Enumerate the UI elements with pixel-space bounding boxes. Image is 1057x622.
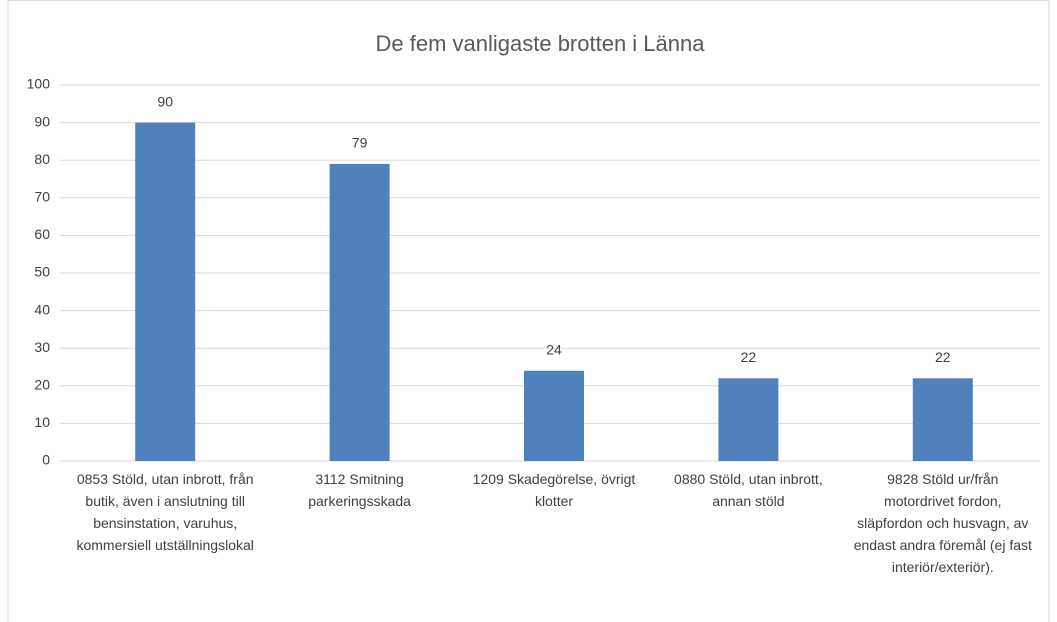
y-tick-label: 70 <box>34 189 50 205</box>
value-label: 79 <box>352 135 368 151</box>
x-tick-label: 0880 Stöld, utan inbrott, annan stöld <box>674 471 823 509</box>
value-label: 24 <box>546 341 562 357</box>
bar <box>135 122 196 461</box>
y-tick-label: 60 <box>34 226 50 242</box>
bar <box>912 378 973 461</box>
y-tick-label: 100 <box>27 76 51 92</box>
x-tick-label: 9828 Stöld ur/från motordrivet fordon, s… <box>853 471 1032 575</box>
y-tick-label: 0 <box>42 452 50 468</box>
value-label: 22 <box>935 349 951 365</box>
bar <box>718 378 779 461</box>
bar <box>524 370 584 461</box>
y-tick-label: 30 <box>34 339 50 355</box>
y-tick-label: 90 <box>34 113 50 129</box>
chart-border <box>7 0 1050 622</box>
y-tick-label: 20 <box>34 377 50 393</box>
x-tick-label: 1209 Skadegörelse, övrigt klotter <box>472 471 636 509</box>
value-label: 90 <box>157 93 173 109</box>
y-tick-label: 40 <box>34 301 50 317</box>
y-tick-label: 10 <box>34 414 50 430</box>
bar <box>329 163 390 461</box>
y-tick-label: 80 <box>34 151 50 167</box>
x-tick-label: 0853 Stöld, utan inbrott, från butik, äv… <box>76 471 254 553</box>
y-tick-label: 50 <box>34 264 50 280</box>
value-label: 22 <box>741 349 757 365</box>
chart-title: De fem vanligaste brotten i Länna <box>376 31 706 56</box>
x-tick-label: 3112 Smitning parkeringsskada <box>308 471 411 509</box>
